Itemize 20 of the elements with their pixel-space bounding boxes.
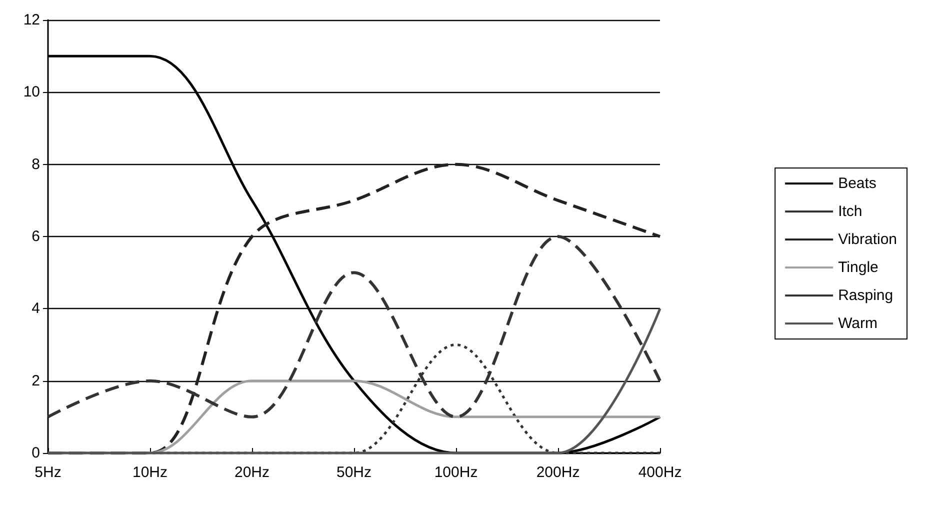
legend-label: Beats <box>838 175 876 192</box>
legend-label: Itch <box>838 203 862 220</box>
y-tick-label: 2 <box>32 372 40 390</box>
y-tick-label: 4 <box>32 300 40 318</box>
legend-label: Tingle <box>838 259 878 276</box>
y-tick-label: 6 <box>32 228 40 245</box>
x-tick-label: 50Hz <box>336 464 372 481</box>
legend-label: Rasping <box>838 287 894 304</box>
y-tick-label: 8 <box>32 156 40 173</box>
x-tick-label: 10Hz <box>132 464 168 481</box>
y-tick-label: 12 <box>23 12 40 28</box>
x-tick-label: 100Hz <box>434 464 478 481</box>
x-tick-label: 20Hz <box>234 464 270 481</box>
x-tick-label: 5Hz <box>34 464 62 481</box>
x-tick-label: 400Hz <box>638 464 682 481</box>
y-tick-label: 10 <box>23 84 40 101</box>
x-tick-label: 200Hz <box>536 464 580 481</box>
legend-label: Warm <box>838 315 878 332</box>
y-tick-label: 0 <box>32 444 40 462</box>
legend-label: Vibration <box>838 231 898 248</box>
